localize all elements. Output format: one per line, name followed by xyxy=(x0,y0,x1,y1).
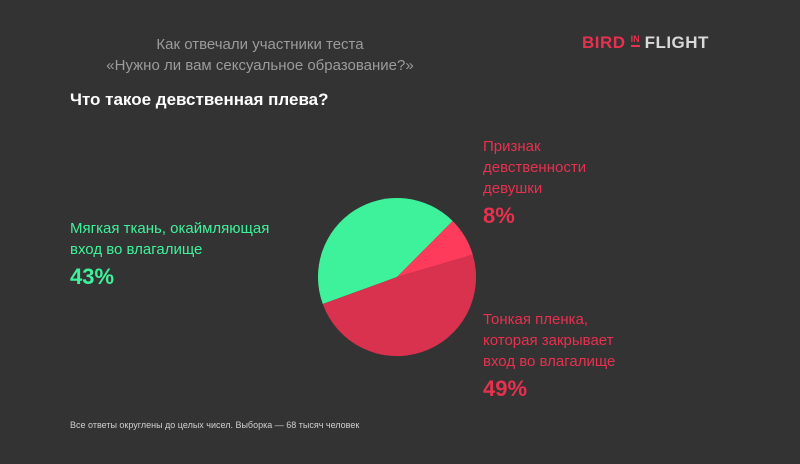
footnote: Все ответы округлены до целых чисел. Выб… xyxy=(70,420,360,430)
subtitle-line-2: «Нужно ли вам сексуальное образование?» xyxy=(106,57,414,74)
slice-label-thin-membrane-line-2: которая закрывает xyxy=(483,332,614,349)
slice-label-soft-tissue: Мягкая ткань, окаймляющая вход во влагал… xyxy=(70,218,269,292)
slice-label-soft-tissue-line-1: Мягкая ткань, окаймляющая xyxy=(70,220,270,237)
logo-bird-text: BIRD xyxy=(582,33,626,52)
pie-slice-soft-tissue xyxy=(317,197,453,305)
slice-value-soft-tissue: 43% xyxy=(70,264,115,289)
slice-label-thin-membrane-line-3: вход во влагалище xyxy=(483,353,616,370)
slice-label-virginity-sign-line-2: девственности xyxy=(483,159,587,176)
logo-in-text: IN xyxy=(630,35,640,47)
slice-label-virginity-sign-line-1: Признак xyxy=(483,138,541,155)
slice-label-soft-tissue-line-2: вход во влагалище xyxy=(70,241,203,258)
chart-subtitle: Как отвечали участники теста «Нужно ли в… xyxy=(60,34,460,76)
pie-slice-virginity-sign xyxy=(397,220,473,277)
slice-label-thin-membrane-line-1: Тонкая пленка, xyxy=(483,311,589,328)
slice-label-thin-membrane: Тонкая пленка, которая закрывает вход во… xyxy=(483,309,615,404)
slice-value-thin-membrane: 49% xyxy=(483,376,528,401)
slice-label-virginity-sign-line-3: девушки xyxy=(483,180,543,197)
slice-value-virginity-sign: 8% xyxy=(483,203,515,228)
slice-label-virginity-sign: Признак девственности девушки 8% xyxy=(483,136,586,231)
subtitle-line-1: Как отвечали участники теста xyxy=(156,36,364,53)
chart-title: Что такое девственная плева? xyxy=(70,90,329,109)
pie-slice-thin-membrane xyxy=(322,254,477,357)
logo-flight-text: FLIGHT xyxy=(644,33,709,52)
bird-in-flight-logo: BIRD IN FLIGHT xyxy=(582,33,709,53)
